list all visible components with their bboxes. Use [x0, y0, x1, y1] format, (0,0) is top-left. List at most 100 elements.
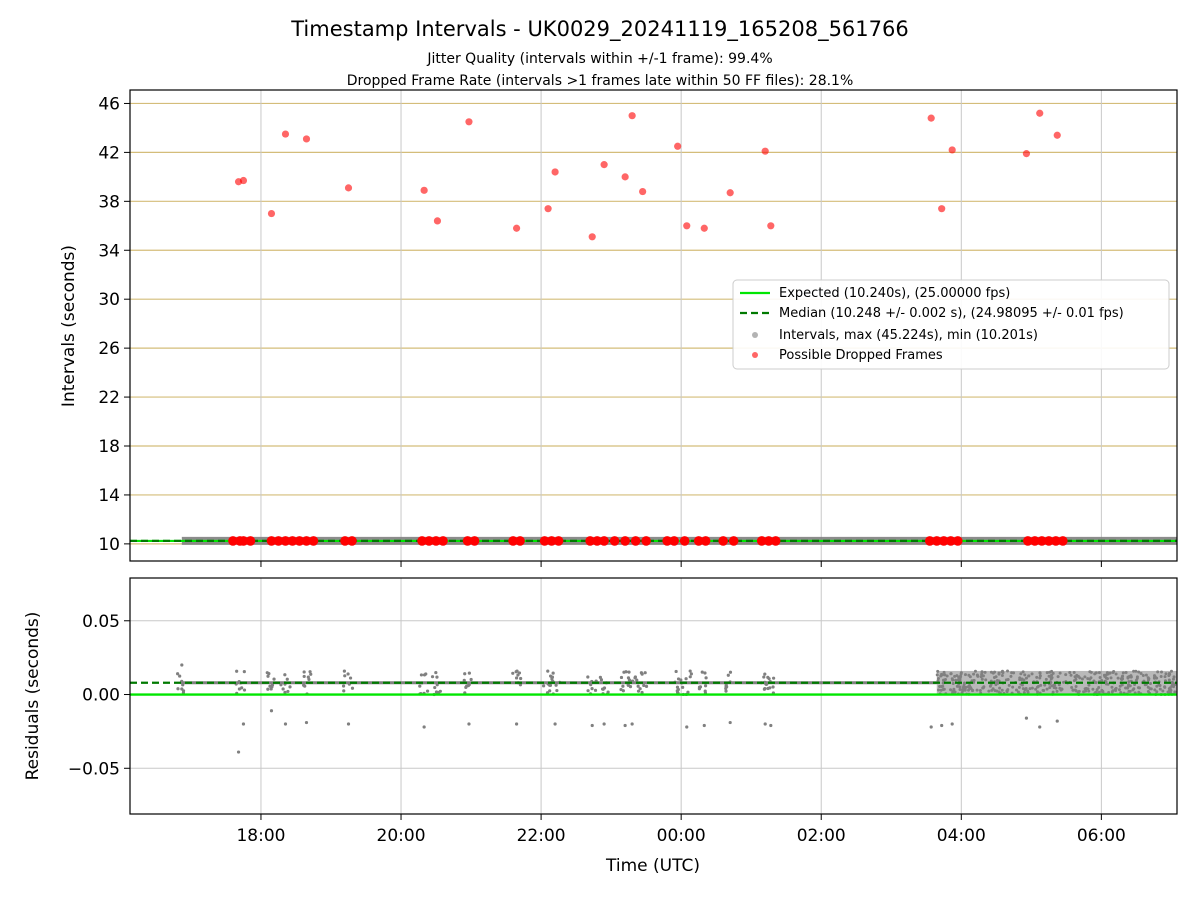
bottom-axes-frame	[129, 577, 1178, 815]
dropped-frame-point	[726, 189, 734, 197]
residual-cluster-point	[341, 684, 346, 688]
dropped-frame-baseline-point	[599, 536, 609, 546]
residual-cluster-point	[422, 673, 427, 677]
residual-dense-point	[978, 688, 982, 692]
dropped-frame-point	[948, 146, 956, 154]
bottom-xtick-label: 02:00	[797, 826, 846, 846]
residual-dense-point	[1098, 675, 1102, 679]
residual-dense-point	[1158, 687, 1162, 691]
top-ytick-label: 38	[98, 192, 120, 212]
dropped-frame-baseline-point	[294, 536, 305, 546]
residual-cluster-point	[348, 676, 353, 680]
residual-dense-point	[1045, 671, 1049, 675]
residual-dense-point	[1101, 690, 1105, 694]
residual-dense-point	[1009, 674, 1013, 678]
residual-cluster-point	[518, 683, 523, 687]
dropped-frame-baseline-point	[931, 536, 942, 546]
residual-dense-point	[1049, 680, 1053, 684]
residual-outlier-point	[630, 722, 634, 726]
residual-dense-point	[1022, 678, 1026, 682]
residual-outlier-point	[1055, 719, 1059, 723]
residual-dense-point	[1120, 683, 1124, 687]
residual-cluster-point	[675, 690, 680, 694]
dropped-frame-baseline-point	[669, 536, 679, 546]
dropped-frame-baseline-point	[238, 536, 249, 546]
top-ytick-label: 26	[98, 339, 120, 359]
chart-subtitle-jitter: Jitter Quality (intervals within +/-1 fr…	[426, 51, 772, 67]
residual-dense-point	[1014, 688, 1018, 692]
residual-dense-point	[1038, 671, 1042, 675]
residual-cluster-point	[554, 683, 558, 687]
residual-dense-point	[1083, 687, 1087, 691]
residual-cluster-point	[619, 675, 624, 680]
residual-dense-point	[1160, 670, 1164, 674]
residual-dense-point	[1074, 677, 1078, 681]
residual-dense-point	[1114, 672, 1118, 676]
residual-dense-point	[967, 688, 971, 692]
top-ytick-label: 30	[98, 290, 120, 310]
residual-cluster-point	[590, 687, 594, 691]
residual-dense-point	[1172, 675, 1176, 679]
residual-cluster-point	[621, 684, 625, 688]
residual-dense-point	[1167, 687, 1171, 691]
residual-dense-point	[1064, 673, 1068, 677]
residual-dense-point	[1068, 670, 1072, 674]
residual-cluster-point	[638, 687, 642, 691]
residual-dense-point	[1012, 671, 1016, 675]
residual-dense-point	[1109, 676, 1113, 680]
top-ytick-label: 42	[98, 143, 120, 163]
residual-dense-point	[984, 678, 988, 682]
dropped-frame-baseline-point	[728, 536, 739, 546]
residual-dense-point	[949, 688, 953, 692]
residual-cluster-point	[728, 670, 733, 674]
residual-cluster-point	[463, 672, 467, 676]
residual-dense-point	[1094, 681, 1098, 685]
residual-dense-point	[1134, 669, 1138, 673]
residual-cluster-point	[418, 684, 422, 688]
residual-outlier-point	[602, 722, 606, 726]
dropped-frame-baseline-point	[1030, 536, 1040, 546]
dropped-frame-baseline-point	[301, 536, 312, 546]
dropped-frame-baseline-point	[546, 536, 557, 546]
residual-outlier-point	[728, 720, 732, 725]
residual-dense-point	[949, 672, 953, 676]
residual-dense-point	[1000, 688, 1004, 692]
residual-cluster-point	[548, 689, 552, 693]
residual-dense-point	[1050, 676, 1054, 680]
dropped-frame-baseline-point	[952, 536, 963, 546]
residual-dense-point	[1155, 684, 1159, 688]
residual-dense-point	[1091, 687, 1095, 691]
residual-dense-point	[1155, 676, 1159, 680]
residual-dense-point	[1069, 673, 1073, 677]
residual-dense-point	[971, 688, 975, 692]
residual-outlier-point	[685, 725, 689, 729]
residual-cluster-point	[640, 690, 644, 695]
dropped-frame-baseline-point	[553, 536, 564, 546]
residual-dense-point	[956, 678, 960, 682]
residual-dense-point	[1137, 690, 1141, 694]
residual-cluster-point	[176, 687, 180, 691]
residual-dense-point	[991, 671, 995, 675]
residual-cluster-point	[350, 686, 355, 690]
residual-dense-point	[1139, 672, 1143, 676]
residual-cluster-point	[346, 672, 350, 676]
residual-cluster-point	[242, 688, 247, 692]
residual-outlier-point	[940, 723, 944, 728]
residual-dense-point	[955, 674, 959, 678]
residual-cluster-point	[464, 685, 468, 689]
dropped-frame-point	[1022, 150, 1031, 158]
residual-dense-point	[1114, 688, 1118, 692]
residual-dense-point	[1051, 690, 1055, 694]
residual-dense-point	[939, 685, 943, 689]
residual-dense-point	[1155, 690, 1159, 694]
dropped-frame-baseline-point	[662, 536, 672, 546]
residual-dense-point	[980, 677, 984, 681]
dropped-frame-point	[761, 147, 769, 155]
dropped-frame-baseline-point	[1023, 536, 1033, 546]
residual-dense-point	[958, 688, 962, 692]
dropped-frame-baseline-point	[924, 536, 935, 546]
residual-dense-point	[1158, 683, 1162, 687]
dropped-frame-baseline-point	[585, 536, 595, 546]
residual-dense-point	[1028, 687, 1032, 691]
residual-dense-point	[1077, 689, 1081, 693]
